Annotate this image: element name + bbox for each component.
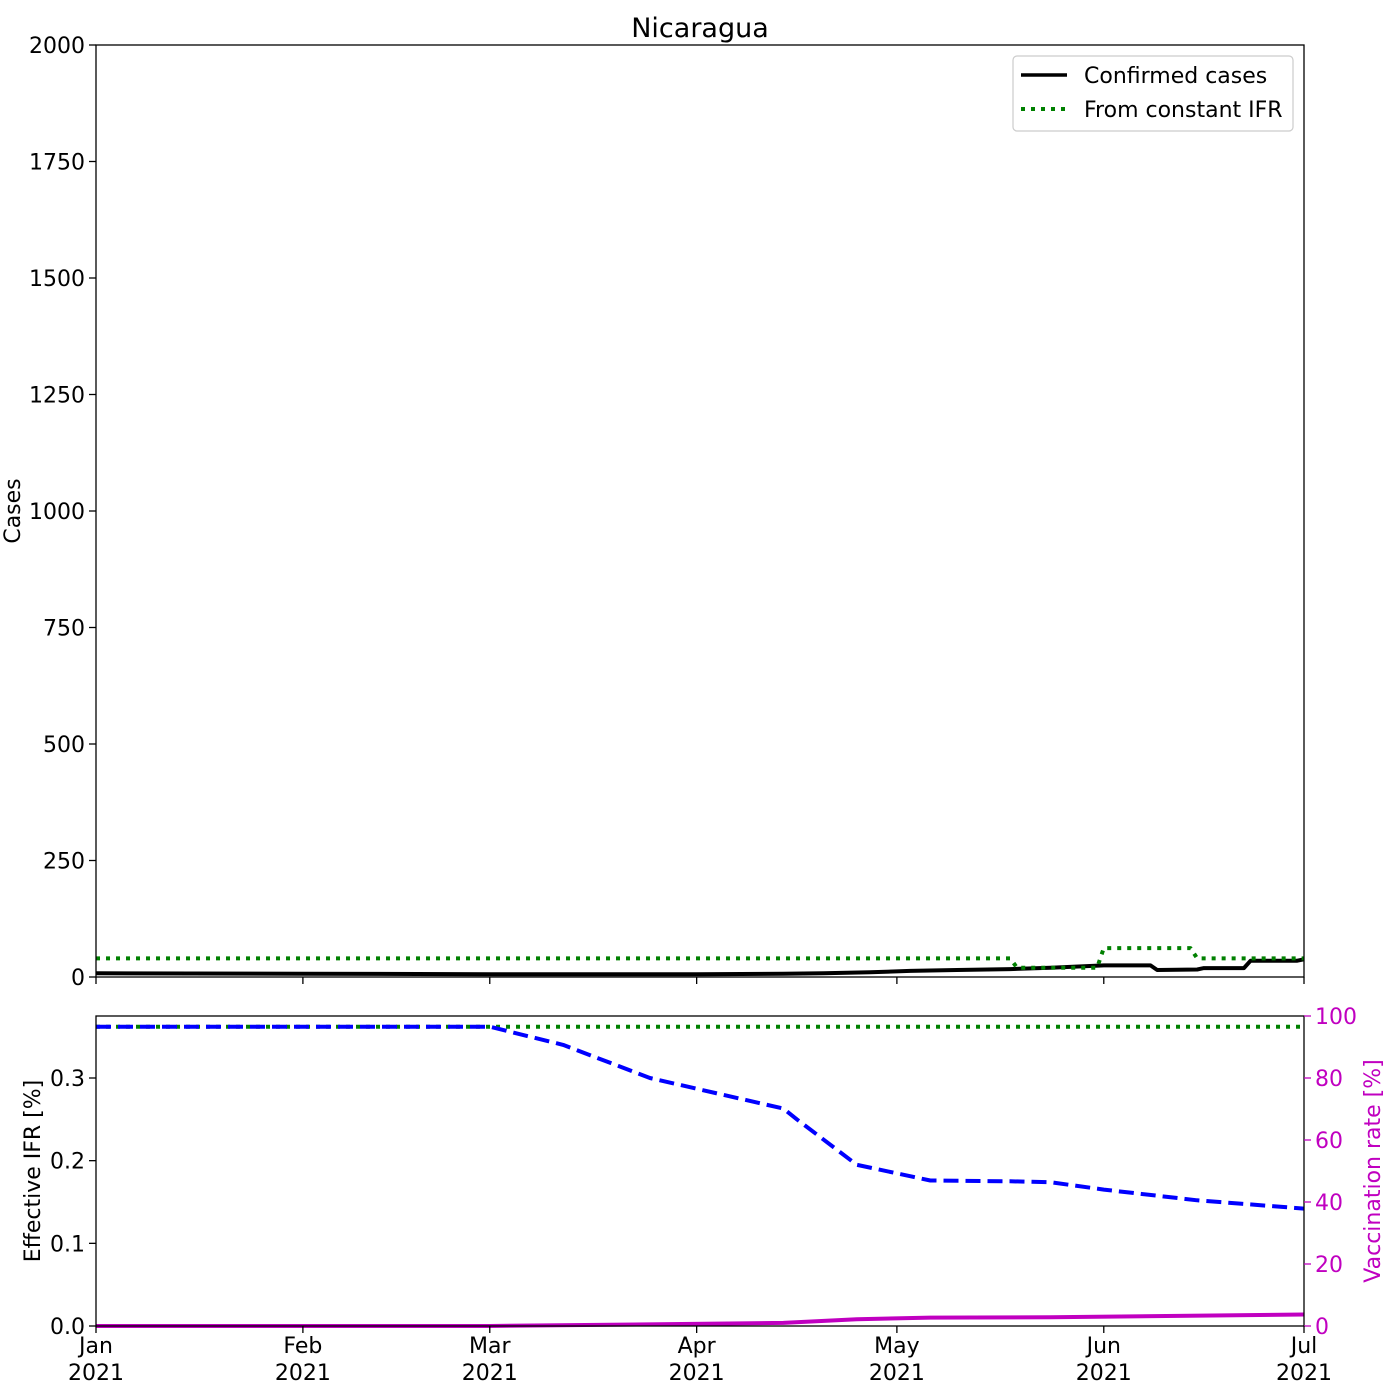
vaccination-y-axis: 0 20 40 60 80 100 (1304, 1005, 1357, 1340)
cases-y-tick-label: 750 (43, 617, 85, 642)
vaccination-y-tick-label: 20 (1315, 1253, 1343, 1278)
x-tick-label-month: May (874, 1334, 919, 1359)
cases-series-lines (95, 946, 1305, 977)
vaccination-y-tick-label: 0 (1315, 1315, 1329, 1340)
cases-series-line-0 (95, 957, 1305, 977)
x-tick-label-year: 2021 (68, 1361, 124, 1386)
x-tick-label-month: Apr (678, 1334, 717, 1359)
vaccination-y-axis-label: Vaccination rate [%] (1361, 1059, 1386, 1282)
x-tick-label-year: 2021 (869, 1361, 925, 1386)
x-tick-label-year: 2021 (275, 1361, 331, 1386)
x-tick-label-month: Jul (1289, 1334, 1318, 1359)
cases-y-tick-label: 2000 (29, 34, 85, 59)
legend-box (1012, 55, 1294, 132)
cases-y-tick-label: 1750 (29, 151, 85, 176)
x-axis: Jan2021Feb2021Mar2021Apr2021May2021Jun20… (68, 1326, 1332, 1386)
cases-y-tick-label: 1500 (29, 267, 85, 292)
x-tick-label-month: Jan (77, 1334, 113, 1359)
cases-y-axis-label: Cases (1, 478, 26, 543)
ifr-plot-frame (95, 1015, 1305, 1327)
vaccination-y-tick-label: 40 (1315, 1191, 1343, 1216)
x-tick-label-month: Mar (469, 1334, 511, 1359)
legend: Confirmed cases From constant IFR (1012, 55, 1294, 132)
x-tick-label-year: 2021 (1276, 1361, 1332, 1386)
legend-label-constant-ifr: From constant IFR (1084, 98, 1283, 123)
vaccination-y-tick-label: 60 (1315, 1129, 1343, 1154)
ifr-y-tick-label: 0.1 (50, 1232, 85, 1257)
cases-y-tick-label: 250 (43, 850, 85, 875)
x-tick-label-year: 2021 (669, 1361, 725, 1386)
x-tick-label-month: Feb (283, 1334, 322, 1359)
cases-y-axis: 0 250 500 750 1000 1250 1500 1750 2000 (29, 34, 96, 991)
cases-x-axis-ticks (95, 977, 1305, 984)
ifr-y-tick-label: 0.3 (50, 1067, 85, 1092)
x-tick-label-year: 2021 (1076, 1361, 1132, 1386)
cases-y-tick-label: 0 (71, 966, 85, 991)
cases-y-tick-label: 1250 (29, 384, 85, 409)
chart-title: Nicaragua (631, 13, 769, 44)
ifr-y-tick-label: 0.0 (50, 1315, 85, 1340)
vaccination-y-tick-label: 80 (1315, 1067, 1343, 1092)
x-tick-label-year: 2021 (462, 1361, 518, 1386)
cases-y-tick-label: 1000 (29, 500, 85, 525)
legend-label-confirmed: Confirmed cases (1084, 64, 1267, 89)
ifr-y-axis-label: Effective IFR [%] (21, 1080, 46, 1262)
x-tick-label-month: Jun (1085, 1334, 1121, 1359)
cases-series-line-1 (96, 946, 1304, 970)
ifr-y-tick-label: 0.2 (50, 1150, 85, 1175)
ifr-series-line-1 (96, 1024, 1305, 1211)
cases-y-tick-label: 500 (43, 733, 85, 758)
vaccination-y-tick-label: 100 (1315, 1005, 1357, 1030)
ifr-y-axis: 0.0 0.1 0.2 0.3 (50, 1067, 96, 1340)
cases-panel: 0 250 500 750 1000 1250 1500 1750 2000 Cases Con… (1, 34, 1305, 991)
